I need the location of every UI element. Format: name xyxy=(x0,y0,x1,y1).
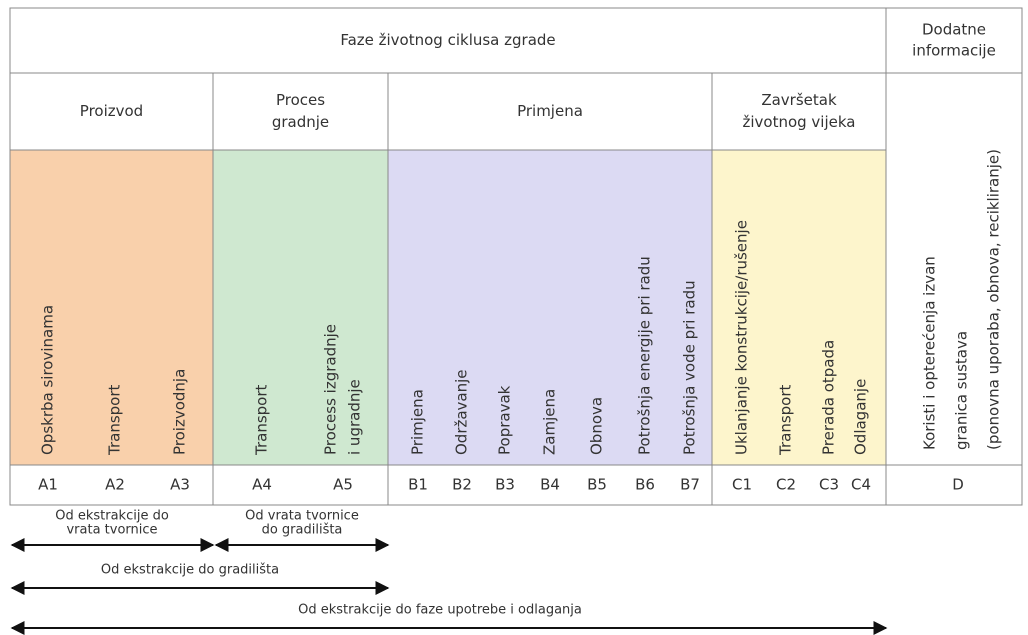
header-extra: informacije xyxy=(912,42,996,60)
module-code: B4 xyxy=(540,476,560,494)
stage-band xyxy=(712,150,886,465)
stage-band xyxy=(213,150,388,465)
table-border xyxy=(9,7,1023,506)
stage-name: Završetak xyxy=(761,91,837,109)
module-label: Popravak xyxy=(496,385,514,455)
module-code: A5 xyxy=(333,476,353,494)
module-label: Potrošnja energije pri radu xyxy=(636,256,654,455)
stage-band xyxy=(388,150,712,465)
header-title: Faze životnog ciklusa zgrade xyxy=(340,31,555,49)
stage-band xyxy=(10,150,213,465)
stage-name: Proces xyxy=(276,91,325,109)
module-code: C2 xyxy=(776,476,796,494)
module-label: Odlaganje xyxy=(852,379,870,455)
module-code: A2 xyxy=(105,476,125,494)
range-label: Od ekstrakcije do faze upotrebe i odlaga… xyxy=(298,603,582,618)
range-label: Od ekstrakcije do xyxy=(55,509,169,524)
module-label: Transport xyxy=(253,384,271,456)
range-label: do gradilišta xyxy=(262,523,343,538)
stage-name: životnog vijeka xyxy=(742,113,855,131)
module-code: B3 xyxy=(495,476,515,494)
module-label: Opskrba sirovinama xyxy=(39,305,57,455)
module-label: Obnova xyxy=(588,397,606,455)
stage-name: Primjena xyxy=(517,102,583,120)
range-label: Od vrata tvornice xyxy=(245,509,359,524)
module-label: Proizvodnja xyxy=(171,369,189,455)
module-code: B7 xyxy=(680,476,700,494)
module-label: Prerada otpada xyxy=(820,340,838,455)
module-code: C3 xyxy=(819,476,839,494)
module-label: i ugradnje xyxy=(346,379,364,455)
module-label: (ponovna uporaba, obnova, recikliranje) xyxy=(985,149,1003,450)
range-label: Od ekstrakcije do gradilišta xyxy=(101,563,279,578)
module-code: A4 xyxy=(252,476,272,494)
module-label: Koristi i opterećenja izvan xyxy=(921,256,939,450)
module-code: A3 xyxy=(170,476,190,494)
module-code: B1 xyxy=(408,476,428,494)
module-label: granica sustava xyxy=(953,331,971,450)
module-code: C4 xyxy=(851,476,871,494)
module-label: Uklanjanje konstrukcije/rušenje xyxy=(733,220,751,455)
module-label: Održavanje xyxy=(453,369,471,455)
module-label: Zamjena xyxy=(541,389,559,455)
module-label: Primjena xyxy=(409,389,427,455)
module-code: D xyxy=(952,476,964,494)
module-label: Transport xyxy=(777,384,795,456)
range-label: vrata tvornice xyxy=(66,523,157,538)
module-code: A1 xyxy=(38,476,58,494)
stage-name: gradnje xyxy=(272,113,329,131)
module-code: B2 xyxy=(452,476,472,494)
module-label: Transport xyxy=(106,384,124,456)
module-code: C1 xyxy=(732,476,752,494)
module-code: B5 xyxy=(587,476,607,494)
module-label: Process izgradnje xyxy=(322,324,340,455)
module-code: B6 xyxy=(635,476,655,494)
stage-name: Proizvod xyxy=(80,102,143,120)
module-label: Potrošnja vode pri radu xyxy=(681,280,699,455)
header-extra: Dodatne xyxy=(922,21,986,39)
